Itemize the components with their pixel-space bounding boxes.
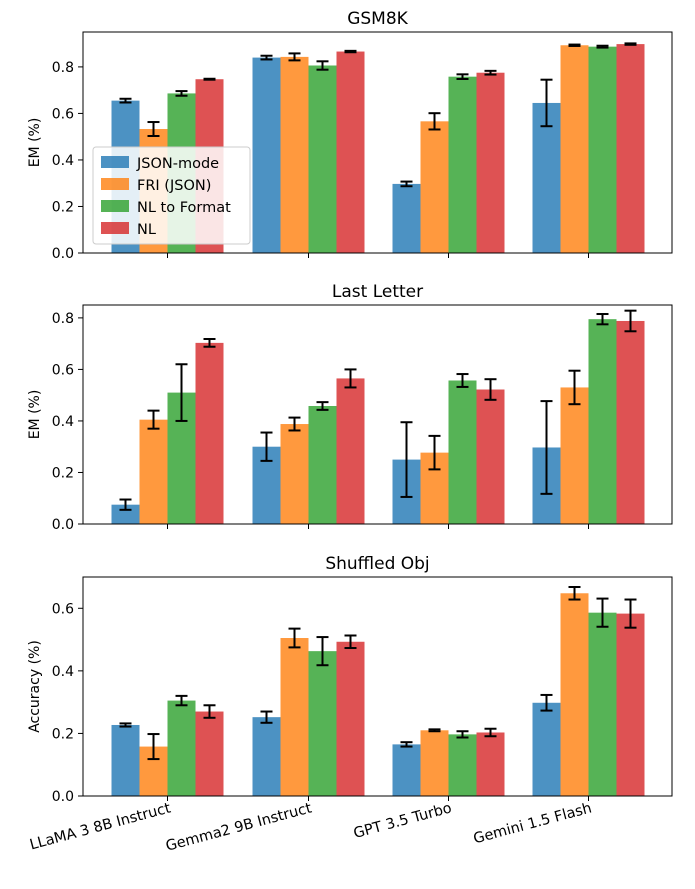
legend-label: NL: [137, 222, 156, 238]
bar-json-mode: [392, 744, 421, 796]
bar-fri-json-: [139, 419, 168, 524]
legend-swatch: [101, 156, 129, 168]
y-tick-label: 0.8: [52, 311, 74, 327]
bar-json-mode: [252, 57, 281, 253]
legend-label: NL to Format: [137, 200, 231, 216]
x-category-label: GPT 3.5 Turbo: [352, 800, 454, 842]
bar-fri-json-: [420, 121, 449, 253]
panel-title: Last Letter: [332, 282, 423, 302]
panel-1: GSM8K EM (%) 0.0 0.2 0.4 0.6 0.8 JSON-mode FRI (…: [27, 9, 673, 262]
bar-nl: [195, 342, 224, 524]
y-tick-label: 0.4: [52, 664, 74, 680]
bar-nl: [476, 72, 505, 253]
plot-frame: [82, 304, 673, 525]
bar-nl: [476, 732, 505, 796]
y-tick-label: 0.0: [52, 246, 74, 262]
legend-box: [92, 146, 251, 245]
bar-nl-to-format: [167, 700, 196, 796]
panel-title: Shuffled Obj: [325, 554, 429, 574]
bar-nl-to-format: [588, 612, 617, 796]
bar-json-mode: [532, 102, 561, 253]
bar-nl-to-format: [448, 734, 477, 796]
bar-fri-json-: [280, 638, 309, 796]
panel-2: Last Letter EM (%) 0.0 0.2 0.4 0.6 0.8: [27, 282, 673, 533]
panel-title: GSM8K: [347, 9, 408, 29]
y-axis-label: Accuracy (%): [27, 640, 43, 733]
bar-nl-to-format: [588, 319, 617, 524]
x-category-label: Gemini 1.5 Flash: [472, 800, 594, 847]
y-tick-label: 0.2: [52, 465, 74, 481]
bar-nl-to-format: [308, 405, 337, 524]
legend-label: FRI (JSON): [137, 178, 211, 194]
bar-fri-json-: [560, 593, 589, 796]
y-axis-label: EM (%): [27, 390, 43, 440]
bar-nl-to-format: [448, 76, 477, 254]
bar-nl: [616, 320, 645, 524]
x-category-label: LLaMA 3 8B Instruct: [28, 800, 173, 853]
bar-json-mode: [111, 724, 140, 796]
bar-nl-to-format: [308, 651, 337, 796]
plot-frame: [82, 31, 673, 254]
y-tick-label: 0.6: [52, 362, 74, 378]
y-tick-label: 0.2: [52, 199, 74, 215]
bar-fri-json-: [280, 56, 309, 254]
bar-nl-to-format: [308, 65, 337, 253]
bar-fri-json-: [560, 387, 589, 524]
bar-fri-json-: [420, 730, 449, 796]
y-tick-label: 0.4: [52, 414, 74, 430]
bar-nl: [336, 641, 365, 796]
bar-fri-json-: [280, 424, 309, 524]
bar-json-mode: [392, 183, 421, 253]
x-category-label: Gemma2 9B Instruct: [164, 800, 314, 854]
bar-json-mode: [532, 702, 561, 796]
y-tick-label: 0.4: [52, 153, 74, 169]
bar-nl-to-format: [588, 46, 617, 253]
plot-frame: [82, 576, 673, 797]
bar-nl: [195, 711, 224, 796]
y-tick-label: 0.6: [52, 106, 74, 122]
bar-fri-json-: [560, 45, 589, 254]
bar-nl: [616, 44, 645, 253]
y-tick-label: 0.2: [52, 726, 74, 742]
bar-nl: [476, 389, 505, 524]
y-tick-label: 0.8: [52, 60, 74, 76]
bar-nl: [616, 613, 645, 796]
y-tick-label: 0.0: [52, 789, 74, 805]
legend-swatch: [101, 222, 129, 234]
legend-swatch: [101, 200, 129, 212]
y-tick-label: 0.0: [52, 517, 74, 533]
bar-nl-to-format: [448, 380, 477, 524]
bar-nl: [336, 378, 365, 524]
legend-swatch: [101, 178, 129, 190]
panel-3: Shuffled Obj Accuracy (%) 0.0 0.2 0.4 0.6 LLaM…: [27, 554, 673, 855]
y-tick-label: 0.6: [52, 601, 74, 617]
y-axis-label: EM (%): [27, 118, 43, 168]
bar-nl: [336, 51, 365, 254]
bar-json-mode: [252, 717, 281, 796]
bar-json-mode: [111, 504, 140, 524]
legend-label: JSON-mode: [136, 156, 219, 172]
